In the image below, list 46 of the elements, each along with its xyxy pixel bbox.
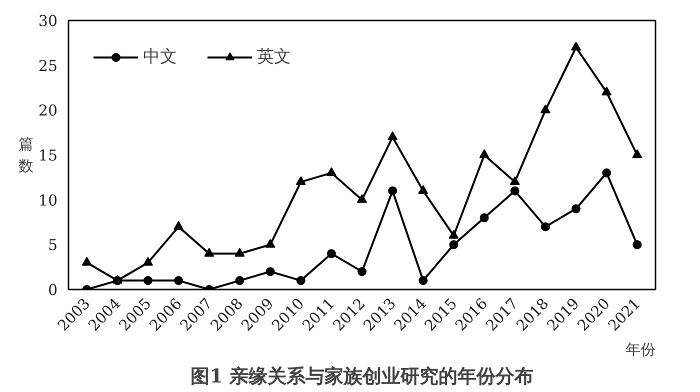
point <box>479 149 490 158</box>
point <box>571 42 582 50</box>
point <box>174 221 184 230</box>
y-tick-label: 25 <box>38 56 58 75</box>
y-tick-label: 0 <box>48 281 58 299</box>
point <box>142 256 153 266</box>
point <box>540 104 550 114</box>
point <box>296 276 306 286</box>
point <box>358 267 366 276</box>
point <box>418 185 428 194</box>
point <box>265 238 276 248</box>
point <box>388 186 398 196</box>
point <box>632 149 642 158</box>
point <box>540 222 550 232</box>
point <box>326 167 336 176</box>
y-tick-label: 5 <box>48 236 58 254</box>
point <box>235 276 244 286</box>
point <box>602 86 612 96</box>
y-tick-label: 10 <box>38 191 58 210</box>
point <box>326 249 336 258</box>
point <box>480 213 489 222</box>
point <box>82 256 92 266</box>
point <box>448 230 459 239</box>
point <box>204 248 214 257</box>
text: 图1 亲缘关系与家族创业研究的年份分布 <box>190 366 534 388</box>
point <box>418 276 428 286</box>
point <box>174 276 184 286</box>
point <box>510 176 520 185</box>
point <box>602 168 612 178</box>
point <box>572 204 581 214</box>
point <box>296 176 306 185</box>
y-tick-label: 20 <box>38 102 58 120</box>
legend-label: 中文 <box>143 46 177 68</box>
legend-label: 英文 <box>257 46 291 68</box>
y-tick-label: 30 <box>38 12 58 30</box>
point <box>143 276 152 286</box>
point <box>357 194 367 203</box>
y-tick-label: 15 <box>38 146 58 164</box>
x-axis-title: 年份 <box>626 340 656 358</box>
point <box>266 267 275 276</box>
point <box>449 240 458 250</box>
point <box>388 131 398 140</box>
point <box>510 186 520 196</box>
point <box>632 240 642 250</box>
y-axis-title: 篇数 <box>18 135 34 175</box>
point <box>234 248 245 257</box>
